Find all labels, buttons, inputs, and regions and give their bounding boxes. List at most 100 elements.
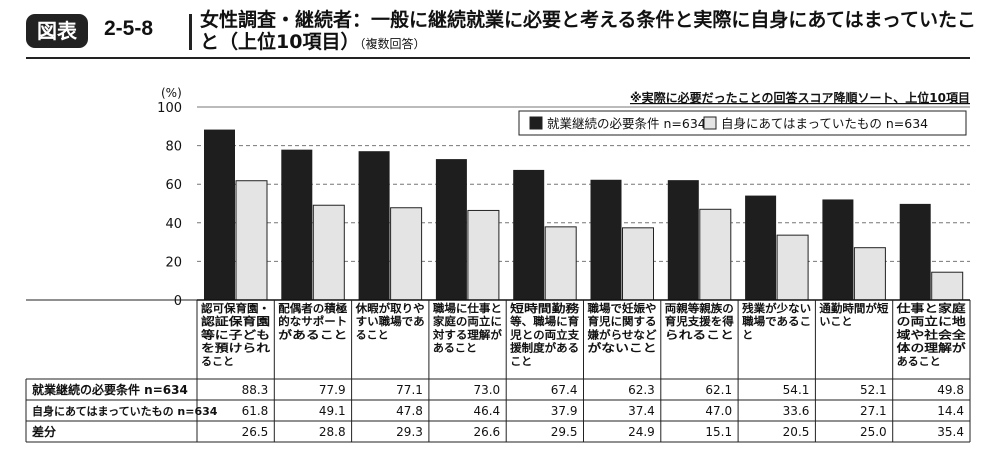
bar-series-1: [358, 151, 390, 300]
bar-series-2: [853, 247, 886, 301]
category-label: がないこと: [588, 341, 657, 355]
y-tick-label: 80: [165, 140, 182, 155]
category-label: あること: [433, 342, 477, 355]
bar-series-2: [622, 227, 654, 301]
bar-series-1: [281, 149, 313, 300]
figure-title: 女性調査・継続者：一般に継続就業に必要と考える条件と実際に自身にあてはまっていた…: [200, 9, 990, 55]
legend-box: [518, 110, 967, 136]
figure-badge: 図表: [26, 14, 88, 48]
category-label: 職場で妊娠や: [588, 301, 657, 315]
bar-series-2: [776, 234, 809, 301]
table-cell-value: 26.5: [242, 425, 269, 439]
bar-series-2: [931, 271, 964, 301]
table-cell-value: 54.1: [783, 383, 810, 397]
y-tick-label: 20: [165, 255, 182, 270]
table-cell-value: 52.1: [860, 383, 887, 397]
table-cell-value: 27.1: [860, 404, 887, 418]
figure-number: 2-5-8: [104, 17, 154, 40]
bar-series-1: [667, 180, 699, 300]
category-label: 等、職場に育: [509, 314, 579, 328]
table-row-label: 差分: [31, 424, 56, 439]
category-label: 家庭の両立に: [433, 314, 502, 328]
table-cell-value: 29.3: [396, 425, 423, 439]
bar-series-1: [899, 203, 931, 300]
category-label: ること: [356, 328, 389, 341]
table-row-label: 就業継続の必要条件 n=634: [32, 382, 188, 397]
table-cell-value: 77.9: [319, 383, 346, 397]
table-cell-value: 20.5: [783, 425, 810, 439]
table-cell-value: 67.4: [551, 383, 578, 397]
bar-series-2: [312, 204, 345, 301]
table-cell-value: 15.1: [705, 425, 732, 439]
category-label: 認証保育園: [201, 314, 270, 328]
category-label: 嫌がらせなど: [586, 327, 656, 341]
table-cell-value: 62.1: [705, 383, 732, 397]
table-cell-value: 88.3: [242, 383, 269, 397]
legend-swatch-2: [703, 116, 717, 130]
category-label: 休暇が取りや: [355, 301, 425, 315]
legend-label-2: 自身にあてはまっていたもの n=634: [721, 116, 928, 131]
y-tick-label: 0: [174, 294, 182, 309]
bar-series-1: [513, 169, 545, 300]
bar-series-1: [822, 199, 854, 300]
bar-series-2: [544, 226, 577, 301]
table-cell-value: 28.8: [319, 425, 346, 439]
category-label: こと: [510, 355, 532, 368]
bar-series-2: [699, 208, 732, 301]
category-label: 仕事と家庭: [895, 301, 965, 315]
category-label: の両立に地: [897, 314, 966, 328]
category-label: 短時間勤務: [510, 301, 580, 315]
table-cell-value: 24.9: [628, 425, 655, 439]
category-label: あること: [897, 355, 941, 368]
y-tick-label: 60: [165, 178, 182, 193]
category-label: 残業が少ない: [742, 301, 811, 315]
table-cell-value: 25.0: [860, 425, 887, 439]
category-label: 育児に関する: [588, 314, 657, 328]
bar-series-2: [235, 180, 268, 301]
table-cell-value: 37.4: [628, 404, 655, 418]
category-label: られること: [665, 328, 734, 341]
table-cell-value: 33.6: [783, 404, 810, 418]
category-label: 等に子ども: [200, 327, 270, 341]
category-label: 的なサポート: [278, 314, 347, 328]
table-cell-value: 62.3: [628, 383, 655, 397]
category-label: 職場に仕事と: [433, 301, 502, 315]
figure-header: 図表 2-5-8 女性調査・継続者：一般に継続就業に必要と考える条件と実際に自身…: [0, 0, 1000, 62]
category-label: 対する理解が: [432, 327, 502, 341]
category-label: を預けられ: [201, 341, 270, 355]
y-tick-label: 100: [157, 101, 182, 116]
table-cell-value: 14.4: [937, 404, 964, 418]
title-rule: [26, 57, 970, 59]
bar-series-1: [590, 179, 622, 300]
figure-title-note: （複数回答）: [359, 37, 426, 51]
table-cell-value: 77.1: [396, 383, 423, 397]
title-separator: [189, 14, 192, 50]
category-label: すい職場であ: [356, 314, 425, 328]
category-label: 両親等親族の: [665, 301, 734, 315]
category-label: 域や社会全: [897, 327, 967, 341]
category-label: と: [742, 328, 753, 341]
table-cell-value: 49.8: [937, 383, 964, 397]
table-cell-value: 46.4: [473, 404, 500, 418]
category-label: 児との両立支: [509, 327, 580, 341]
category-label: 育児支援を得: [665, 314, 734, 328]
table-cell-value: 35.4: [937, 425, 964, 439]
table-cell-value: 47.8: [396, 404, 423, 418]
category-label: 認可保育園・: [201, 301, 270, 315]
y-axis-unit: (%): [161, 86, 182, 100]
category-label: ること: [201, 355, 234, 368]
category-label: 通勤時間が短: [819, 301, 888, 315]
bar-series-1: [435, 159, 467, 300]
table-cell-value: 61.8: [242, 404, 269, 418]
bar-series-2: [390, 207, 423, 301]
bar-series-2: [467, 209, 500, 301]
table-cell-value: 37.9: [551, 404, 578, 418]
category-label: 配偶者の積極: [278, 301, 347, 315]
figure-title-text: 女性調査・継続者：一般に継続就業に必要と考える条件と実際に自身にあてはまっていた…: [200, 9, 976, 53]
table-row-label: 自身にあてはまっていたもの n=634: [32, 404, 218, 418]
table-cell-value: 49.1: [319, 404, 346, 418]
category-label: 体の理解が: [897, 341, 966, 355]
sort-note: ※実際に必要だったことの回答スコア降順ソート、上位10項目: [630, 90, 970, 105]
table-cell-value: 29.5: [551, 425, 578, 439]
table-cell-value: 47.0: [705, 404, 732, 418]
